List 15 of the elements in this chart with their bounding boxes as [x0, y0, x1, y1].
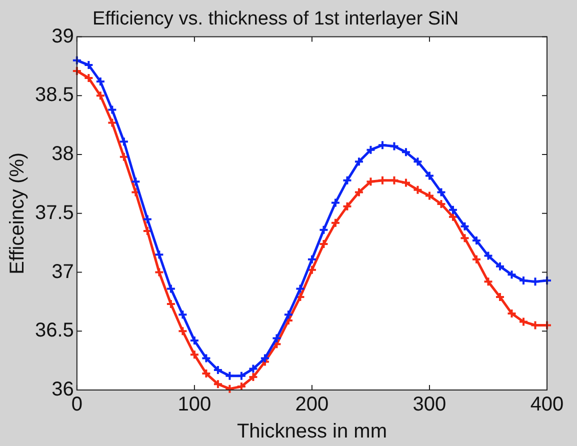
chart-title: Efficiency vs. thickness of 1st interlayer SiN: [92, 8, 459, 30]
x-tick-label: 100: [178, 394, 212, 416]
y-tick-label: 37.5: [34, 202, 74, 224]
y-tick-label: 36: [52, 378, 74, 401]
y-axis-title: Efficeincy (%): [6, 152, 29, 274]
x-tick-label: 0: [71, 394, 82, 416]
x-tick-label: 400: [530, 394, 564, 416]
y-tick-label: 36.5: [34, 320, 74, 342]
y-tick-label: 39: [52, 25, 74, 48]
x-tick-label: 300: [412, 394, 446, 416]
x-axis-title: Thickness in mm: [236, 420, 387, 443]
x-tick-label: 200: [295, 394, 329, 416]
y-tick-label: 38: [52, 143, 74, 166]
y-tick-label: 37: [52, 260, 74, 283]
y-tick-label: 38.5: [34, 84, 74, 106]
